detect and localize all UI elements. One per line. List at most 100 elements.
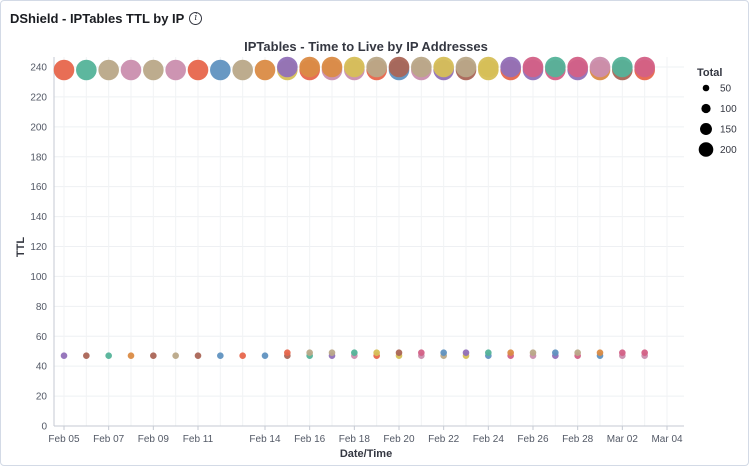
x-tick-label: Feb 24 (473, 434, 505, 445)
legend-label: 50 (720, 84, 732, 95)
legend-label: 150 (720, 125, 737, 136)
data-point (239, 352, 246, 359)
data-point (60, 352, 68, 359)
data-point (634, 56, 655, 78)
panel-header: DShield - IPTables TTL by IP i (10, 9, 203, 27)
y-tick-label: 240 (30, 63, 47, 74)
grid-lines (54, 57, 684, 427)
data-point (485, 349, 492, 357)
x-tick-label: Feb 20 (383, 434, 415, 445)
data-point (641, 349, 648, 357)
data-point (187, 59, 209, 81)
data-point (105, 352, 112, 359)
data-point (366, 56, 387, 78)
x-axis-title: Date/Time (340, 448, 392, 460)
y-tick-label: 40 (36, 362, 48, 373)
data-point (522, 56, 544, 78)
x-tick-label: Feb 11 (183, 434, 214, 445)
data-point (232, 59, 253, 81)
legend-label: 100 (720, 104, 737, 115)
data-point (344, 56, 365, 78)
data-point (165, 59, 186, 81)
legend-size-marker (700, 123, 712, 135)
x-tick-label: Feb 22 (428, 434, 460, 445)
data-point (418, 349, 425, 357)
y-tick-label: 80 (36, 302, 48, 313)
data-point (478, 56, 499, 78)
data-point (455, 56, 477, 78)
data-point (328, 349, 336, 357)
data-point (596, 349, 604, 357)
legend-size-marker (701, 103, 711, 114)
legend-size-marker (698, 142, 714, 157)
y-tick-label: 20 (36, 392, 48, 403)
legend-size-marker (702, 84, 710, 92)
data-point (306, 349, 313, 357)
data-point (411, 56, 432, 78)
data-point (567, 56, 588, 78)
data-point (53, 59, 75, 81)
legend-label: 200 (720, 145, 737, 156)
data-point (254, 59, 276, 81)
data-points (53, 56, 655, 359)
y-tick-label: 100 (30, 272, 47, 283)
y-axis-title: TTL (15, 237, 27, 257)
data-point (284, 349, 291, 357)
data-point (210, 59, 231, 81)
y-tick-label: 200 (30, 122, 47, 133)
y-tick-label: 0 (41, 422, 47, 433)
data-point (619, 349, 626, 357)
data-point (529, 349, 537, 357)
data-point (440, 349, 447, 357)
x-tick-label: Mar 04 (651, 434, 683, 445)
x-tick-label: Feb 07 (93, 434, 125, 445)
y-tick-label: 160 (30, 182, 47, 193)
legend-title: Total (697, 67, 722, 79)
data-point (321, 56, 343, 78)
data-point (172, 352, 179, 359)
data-point (143, 59, 164, 81)
data-point (574, 349, 581, 357)
y-tick-label: 60 (36, 332, 48, 343)
data-point (507, 349, 514, 357)
data-point (612, 56, 633, 78)
data-point (462, 349, 470, 357)
x-axis: Feb 05 Feb 07 Feb 09 Feb 11 Feb 14 Feb 16 Feb … (48, 425, 684, 445)
data-point (127, 352, 135, 359)
data-point (261, 352, 269, 359)
data-point (395, 349, 403, 357)
data-point (76, 59, 97, 81)
data-point (500, 56, 521, 78)
x-tick-label: Feb 14 (249, 434, 281, 445)
chart-title: IPTables - Time to Live by IP Addresses (244, 39, 488, 54)
data-point (120, 59, 142, 81)
x-tick-label: Feb 05 (48, 434, 80, 445)
y-tick-label: 220 (30, 92, 47, 103)
x-tick-label: Feb 09 (138, 434, 170, 445)
data-point (373, 349, 380, 357)
data-point (433, 56, 454, 78)
data-point (545, 56, 566, 78)
x-tick-label: Feb 16 (294, 434, 326, 445)
info-icon[interactable]: i (189, 11, 203, 25)
data-point (150, 352, 157, 359)
data-point (589, 56, 611, 78)
data-point (194, 352, 202, 359)
y-tick-label: 140 (30, 212, 47, 223)
data-point (217, 352, 224, 359)
data-point (299, 56, 320, 78)
x-tick-label: Feb 18 (339, 434, 371, 445)
data-point (83, 352, 90, 359)
y-tick-label: 120 (30, 242, 47, 253)
data-point (351, 349, 358, 357)
data-point (552, 349, 559, 357)
panel-title: DShield - IPTables TTL by IP (10, 10, 185, 26)
x-tick-label: Feb 28 (562, 434, 594, 445)
data-point (388, 56, 410, 78)
y-tick-label: 180 (30, 152, 47, 163)
legend: Total 50 100 150 200 (697, 67, 737, 157)
data-point (98, 59, 119, 81)
y-axis: 0 20 40 60 80 100 120 140 160 180 200 220 240 (30, 57, 55, 433)
x-tick-label: Feb 26 (517, 434, 549, 445)
